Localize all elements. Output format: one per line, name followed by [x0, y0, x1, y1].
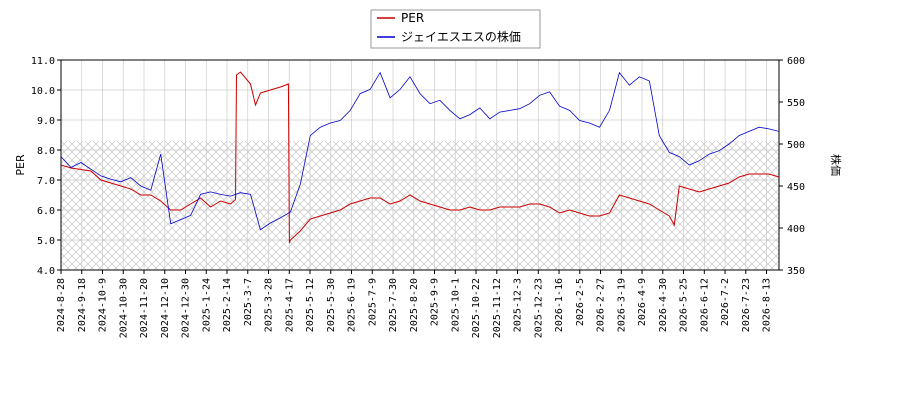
- left-tick-label: 6.0: [37, 206, 55, 217]
- right-tick-label: 550: [787, 98, 805, 109]
- x-tick-label: 2024-12-30: [181, 278, 192, 338]
- hatched-band: [61, 141, 779, 270]
- x-tick-label: 2025-3-7: [243, 278, 254, 326]
- left-tick-label: 4.0: [37, 266, 55, 277]
- left-tick-label: 10.0: [31, 86, 55, 97]
- x-tick-label: 2026-3-19: [616, 278, 627, 332]
- grid: [60, 59, 779, 271]
- x-tick-label: 2025-7-9: [367, 278, 378, 326]
- x-tick-label: 2025-1-24: [201, 278, 212, 332]
- x-tick-label: 2025-10-1: [450, 278, 461, 332]
- x-tick-label: 2025-11-12: [492, 278, 503, 338]
- right-y-ticks: 350 400 450 500 550 600: [779, 56, 805, 277]
- right-axis-label: 株価: [829, 154, 843, 176]
- legend-label-price: ジェイエスエスの株価: [401, 29, 521, 44]
- x-tick-label: 2026-1-16: [554, 278, 565, 332]
- legend-label-per: PER: [401, 11, 424, 25]
- right-tick-label: 450: [787, 182, 805, 193]
- right-tick-label: 600: [787, 56, 805, 67]
- x-tick-label: 2026-2-5: [575, 278, 586, 326]
- left-tick-label: 9.0: [37, 116, 55, 127]
- x-tick-label: 2024-10-9: [98, 278, 109, 332]
- x-tick-label: 2025-3-28: [264, 278, 275, 332]
- legend: PER ジェイエスエスの株価: [370, 9, 541, 49]
- x-tick-label: 2025-9-9: [430, 278, 441, 326]
- x-tick-label: 2026-7-2: [720, 278, 731, 326]
- x-tick-label: 2026-7-23: [741, 278, 752, 332]
- x-tick-label: 2025-12-23: [533, 278, 544, 338]
- right-tick-label: 500: [787, 140, 805, 151]
- x-tick-label: 2025-5-30: [326, 278, 337, 332]
- series-line-per: [61, 71, 779, 244]
- left-y-ticks: 4.0 5.0 6.0 7.0 8.0 9.0 10.0 11.0: [31, 56, 61, 277]
- x-tick-label: 2025-5-12: [305, 278, 316, 332]
- x-tick-label: 2025-10-22: [471, 278, 482, 338]
- right-tick-label: 350: [787, 266, 805, 277]
- x-tick-label: 2026-5-25: [679, 278, 690, 332]
- x-tick-label: 2025-6-19: [347, 278, 358, 332]
- left-tick-label: 7.0: [37, 176, 55, 187]
- x-tick-label: 2026-2-27: [596, 278, 607, 332]
- left-tick-label: 8.0: [37, 146, 55, 157]
- series-line-price: [61, 71, 779, 231]
- x-tick-label: 2024-12-10: [160, 278, 171, 338]
- right-tick-label: 400: [787, 224, 805, 235]
- legend-box: [370, 9, 541, 49]
- x-tick-label: 2026-4-30: [658, 278, 669, 332]
- left-tick-label: 11.0: [31, 56, 55, 67]
- x-tick-label: 2025-8-20: [409, 278, 420, 332]
- x-tick-label: 2026-6-12: [699, 278, 710, 332]
- left-tick-label: 5.0: [37, 236, 55, 247]
- x-tick-label: 2026-8-13: [762, 278, 773, 332]
- x-tick-label: 2024-9-18: [77, 278, 88, 332]
- x-tick-label: 2025-2-14: [222, 278, 233, 332]
- x-tick-label: 2024-10-30: [118, 278, 129, 338]
- left-axis-label: PER: [14, 154, 27, 176]
- x-tick-label: 2025-12-3: [513, 278, 524, 332]
- x-tick-label: 2026-4-9: [637, 278, 648, 326]
- x-tick-label: 2024-8-28: [56, 278, 67, 332]
- x-ticks: 2024-8-28 2024-9-18 2024-10-9 2024-10-30 202…: [56, 270, 773, 338]
- x-tick-label: 2025-7-30: [388, 278, 399, 332]
- x-tick-label: 2025-4-17: [284, 278, 295, 332]
- x-tick-label: 2024-11-20: [139, 278, 150, 338]
